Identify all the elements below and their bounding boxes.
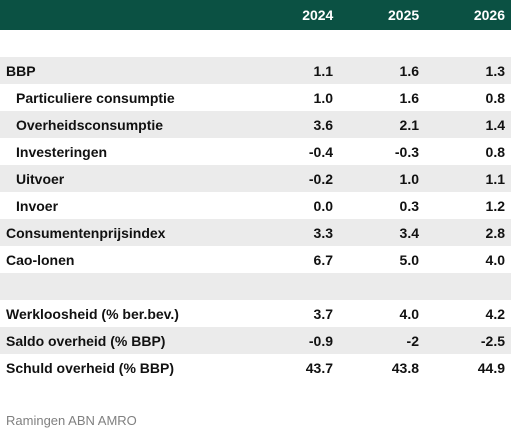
value-2026: 4.0 — [485, 251, 505, 268]
row-label: Investeringen — [16, 143, 108, 160]
row-label: BBP — [6, 62, 36, 79]
row-label: Overheidsconsumptie — [16, 116, 164, 133]
value-2025: 5.0 — [399, 251, 419, 268]
value-2024: -0.4 — [308, 143, 333, 160]
value-2025: 1.6 — [399, 89, 419, 106]
value-2024: -0.2 — [308, 170, 333, 187]
row-label: Uitvoer — [16, 170, 65, 187]
row-label: Particuliere consumptie — [16, 89, 175, 106]
spacer-row — [0, 30, 511, 57]
value-2025: 2.1 — [399, 116, 419, 133]
value-2024: -0.9 — [308, 332, 333, 349]
table-row-consumentenprijsindex: Consumentenprijsindex 3.3 3.4 2.8 — [0, 219, 511, 246]
row-label: Saldo overheid (% BBP) — [6, 332, 166, 349]
table-row-saldo-overheid: Saldo overheid (% BBP) -0.9 -2 -2.5 — [0, 327, 511, 354]
source-note: Ramingen ABN AMRO — [6, 413, 137, 428]
table-row-particuliere-consumptie: Particuliere consumptie 1.0 1.6 0.8 — [0, 84, 511, 111]
forecast-table: 2024 2025 2026 BBP 1.1 1.6 1.3 Particuli… — [0, 0, 511, 428]
row-label: Invoer — [16, 197, 59, 214]
value-2024: 0.0 — [313, 197, 333, 214]
row-label: Werkloosheid (% ber.bev.) — [6, 305, 179, 322]
value-2025: -0.3 — [394, 143, 419, 160]
table-row-investeringen: Investeringen -0.4 -0.3 0.8 — [0, 138, 511, 165]
value-2024: 3.7 — [313, 305, 333, 322]
row-label: Consumentenprijsindex — [6, 224, 166, 241]
value-2025: 43.8 — [391, 359, 419, 376]
value-2026: 2.8 — [485, 224, 505, 241]
value-2026: 1.2 — [485, 197, 505, 214]
value-2024: 1.0 — [313, 89, 333, 106]
value-2025: -2 — [406, 332, 419, 349]
value-2025: 1.0 — [399, 170, 419, 187]
value-2025: 3.4 — [399, 224, 419, 241]
row-label: Schuld overheid (% BBP) — [6, 359, 175, 376]
value-2026: 1.3 — [485, 62, 505, 79]
table-row-schuld-overheid: Schuld overheid (% BBP) 43.7 43.8 44.9 — [0, 354, 511, 381]
header-year-2025: 2025 — [388, 7, 420, 23]
value-2025: 4.0 — [399, 305, 419, 322]
value-2025: 0.3 — [399, 197, 419, 214]
table-row-uitvoer: Uitvoer -0.2 1.0 1.1 — [0, 165, 511, 192]
table-header: 2024 2025 2026 — [0, 0, 511, 30]
value-2025: 1.6 — [399, 62, 419, 79]
value-2026: 1.1 — [485, 170, 505, 187]
value-2026: 0.8 — [485, 89, 505, 106]
value-2024: 1.1 — [313, 62, 333, 79]
table-row-overheidsconsumptie: Overheidsconsumptie 3.6 2.1 1.4 — [0, 111, 511, 138]
row-label: Cao-lonen — [6, 251, 75, 268]
table-row-empty — [0, 273, 511, 300]
value-2024: 3.6 — [313, 116, 333, 133]
value-2024: 6.7 — [313, 251, 333, 268]
value-2026: 4.2 — [485, 305, 505, 322]
value-2024: 3.3 — [313, 224, 333, 241]
value-2024: 43.7 — [305, 359, 333, 376]
header-year-2024: 2024 — [302, 7, 334, 23]
value-2026: 1.4 — [485, 116, 505, 133]
value-2026: 0.8 — [485, 143, 505, 160]
table-row-werkloosheid: Werkloosheid (% ber.bev.) 3.7 4.0 4.2 — [0, 300, 511, 327]
table-row-bbp: BBP 1.1 1.6 1.3 — [0, 57, 511, 84]
value-2026: -2.5 — [480, 332, 505, 349]
table-row-cao-lonen: Cao-lonen 6.7 5.0 4.0 — [0, 246, 511, 273]
value-2026: 44.9 — [477, 359, 505, 376]
header-year-2026: 2026 — [473, 7, 505, 23]
table-row-invoer: Invoer 0.0 0.3 1.2 — [0, 192, 511, 219]
